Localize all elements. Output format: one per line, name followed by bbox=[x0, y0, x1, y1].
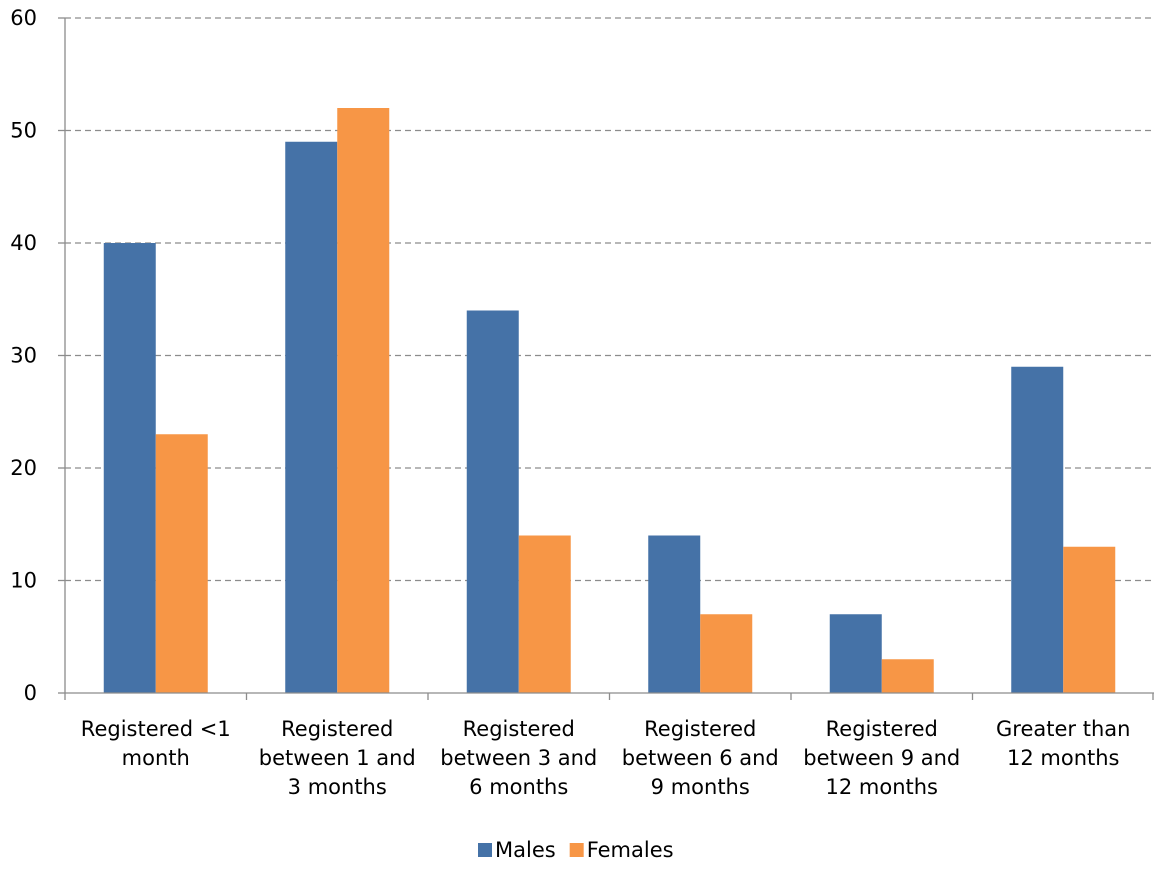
legend-swatch-females bbox=[569, 843, 584, 857]
y-tick-label-10: 10 bbox=[10, 569, 37, 593]
y-tick-label-0: 0 bbox=[24, 681, 37, 705]
legend-label-males: Males bbox=[495, 838, 556, 862]
bar-males-3 bbox=[648, 535, 701, 693]
y-axis-ticks: 0 10 20 30 40 50 60 bbox=[10, 6, 37, 705]
x-tick-label-1: Registered between 1 and 3 months bbox=[259, 717, 416, 799]
x-tick-label-2: Registered between 3 and 6 months bbox=[440, 717, 597, 799]
bar-females-2 bbox=[518, 535, 571, 693]
y-tick-label-20: 20 bbox=[10, 456, 37, 480]
bar-females-4 bbox=[881, 659, 934, 693]
bar-females-3 bbox=[700, 614, 753, 693]
bar-males-4 bbox=[829, 614, 882, 693]
y-tick-label-40: 40 bbox=[10, 231, 37, 255]
legend-label-females: Females bbox=[587, 838, 674, 862]
bar-males-1 bbox=[285, 141, 338, 693]
x-tick-label-3: Registered between 6 and 9 months bbox=[622, 717, 779, 799]
bar-males-2 bbox=[466, 310, 519, 693]
y-tick-label-60: 60 bbox=[10, 6, 37, 30]
y-tick-label-50: 50 bbox=[10, 119, 37, 143]
bars bbox=[103, 108, 1116, 693]
x-tick-label-4: Registered between 9 and 12 months bbox=[803, 717, 960, 799]
bar-females-0 bbox=[155, 434, 208, 693]
bar-males-5 bbox=[1011, 366, 1064, 693]
bar-females-1 bbox=[337, 108, 390, 693]
bar-males-0 bbox=[103, 243, 156, 693]
y-tick-label-30: 30 bbox=[10, 344, 37, 368]
x-tick-label-0: Registered <1 month bbox=[81, 717, 231, 770]
gridlines bbox=[65, 17, 1154, 582]
legend-swatch-males bbox=[478, 843, 492, 857]
x-axis-labels: Registered <1 month Registered between 1 an… bbox=[81, 717, 1131, 799]
legend: Males Females bbox=[478, 838, 674, 862]
bar-females-5 bbox=[1063, 546, 1116, 693]
axes bbox=[58, 17, 1154, 700]
x-tick-label-5: Greater than 12 months bbox=[996, 717, 1130, 770]
